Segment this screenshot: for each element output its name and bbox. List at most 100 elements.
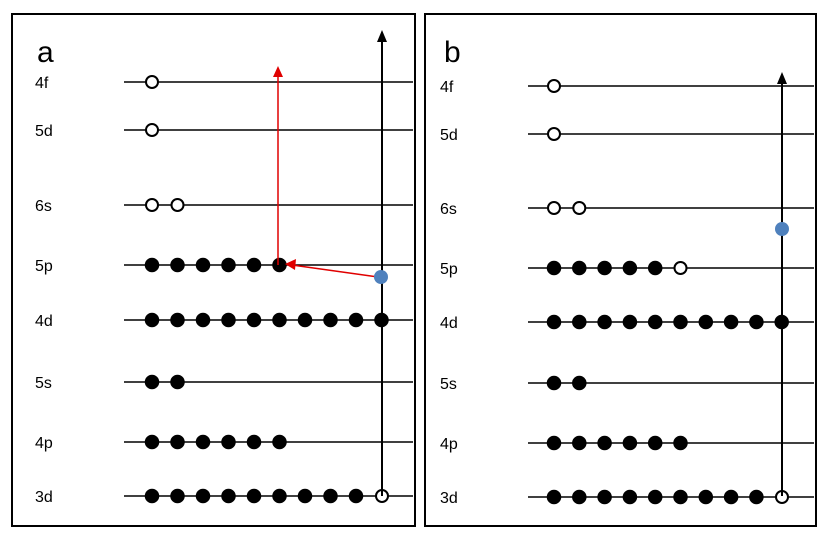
panel-a-level-5d: 5d	[35, 123, 413, 140]
panel-a-level-5p-label: 5p	[35, 258, 53, 275]
panel-b-level-6s-label: 6s	[440, 201, 457, 218]
panel-b-level-4d-electron	[546, 314, 562, 330]
panel-b-level-5p-electron	[572, 260, 587, 276]
panel-b-frame	[424, 13, 817, 527]
panel-b-level-4f-label: 4f	[440, 79, 454, 96]
panel-b: b 4f 5d 6s 5p 4d 5s 4p 3d	[424, 13, 817, 527]
panel-b-level-5s-electron	[572, 375, 587, 391]
panel-a-level-4d-label: 4d	[35, 313, 53, 330]
panel-b-level-3d-electron	[647, 489, 663, 505]
panel-b-level-4p-label: 4p	[440, 436, 458, 453]
panel-b-level-6s-hole	[547, 201, 561, 215]
panel-a-frame	[11, 13, 416, 527]
panel-b-axis-arrowhead	[777, 72, 787, 84]
panel-b-level-5d-hole	[547, 127, 561, 141]
panel-a-level-4p-electron	[144, 434, 160, 450]
panel-b-level-5p-label: 5p	[440, 261, 458, 278]
panel-a-level-4p-electron	[195, 434, 211, 450]
panel-b-level-6s-hole	[572, 201, 587, 215]
panel-b-level-6s: 6s	[440, 201, 814, 218]
panel-b-level-3d-electron	[546, 489, 562, 505]
panel-a-level-5p-electron	[195, 257, 211, 273]
panel-a-level-4f-label: 4f	[35, 75, 49, 92]
panel-b-level-4d-electron	[597, 314, 612, 330]
panel-b-level-4p-electron	[622, 435, 638, 451]
panel-b-level-4d-electron	[647, 314, 663, 330]
panel-b-level-3d-electron	[622, 489, 638, 505]
panel-a-level-5p: 5p	[35, 257, 413, 275]
panel-a-level-4d-electron	[170, 312, 185, 328]
panel-b-level-4d-electron	[698, 314, 714, 330]
panel-b-level-3d: 3d	[440, 489, 814, 507]
panel-a-level-3d-electron	[195, 488, 211, 504]
panel-b-level-4d-electron	[749, 314, 764, 330]
panel-b-level-3d-electron	[698, 489, 714, 505]
panel-a-level-5p-electron	[144, 257, 160, 273]
panel-b-level-4d-electron	[572, 314, 587, 330]
panel-b-level-3d-label: 3d	[440, 490, 458, 507]
panel-b-level-5p-hole	[673, 261, 688, 275]
panel-b-level-5p-electron	[597, 260, 612, 276]
panel-a-level-4p-electron	[246, 434, 262, 450]
panel-b-level-4p-electron	[572, 435, 587, 451]
panel-b-level-4d-electron	[723, 314, 739, 330]
panel-b-level-5s: 5s	[440, 375, 814, 393]
panel-b-level-5d: 5d	[440, 127, 814, 144]
panel-b-free-electron	[775, 222, 789, 236]
panel-a-level-5p-electron	[170, 257, 185, 273]
panel-b-level-4p: 4p	[440, 435, 814, 453]
panel-a-level-4p-electron	[170, 434, 185, 450]
panel-b-level-4p-electron	[647, 435, 663, 451]
panel-a-level-3d-electron	[246, 488, 262, 504]
panel-b-level-5p-electron	[622, 260, 638, 276]
panel-a-level-3d-electron	[323, 488, 338, 504]
panel-a-level-5d-label: 5d	[35, 123, 53, 140]
panel-a-level-4d: 4d	[35, 312, 413, 330]
panel-b-level-5s-electron	[546, 375, 562, 391]
panel-b-level-5p-electron	[546, 260, 562, 276]
panel-a-level-4d-electron	[221, 312, 236, 328]
panel-b-level-5d-label: 5d	[440, 127, 458, 144]
panel-b-level-3d-electron	[673, 489, 688, 505]
panel-a-level-4f-hole	[145, 75, 159, 89]
panel-a-level-5p-electron	[272, 257, 287, 273]
panel-a-level-6s-label: 6s	[35, 198, 52, 215]
panel-a-level-5s: 5s	[35, 374, 413, 392]
panel-a-level-5s-label: 5s	[35, 375, 52, 392]
panel-a-level-3d-electron	[348, 488, 364, 504]
panel-a-level-3d-electron	[144, 488, 160, 504]
panel-a-level-5s-electron	[144, 374, 160, 390]
panel-b-level-4d-electron	[673, 314, 688, 330]
panel-b-level-5p-electron	[647, 260, 663, 276]
panel-a-level-3d-label: 3d	[35, 489, 53, 506]
panel-a-transition-arrowhead-horizontal	[285, 259, 296, 270]
panel-a-level-4f: 4f	[35, 75, 413, 92]
panel-a-free-electron	[374, 270, 388, 284]
panel-a-level-3d-electron	[221, 488, 236, 504]
panel-a-axis-arrowhead	[377, 30, 387, 42]
panel-a-level-4d-electron	[144, 312, 160, 328]
panel-a-level-4d-electron	[348, 312, 364, 328]
panel-a-level-6s: 6s	[35, 198, 413, 215]
panel-a-level-5d-hole	[145, 123, 159, 137]
panel-a-level-6s-hole	[170, 198, 185, 212]
panel-a-level-6s-hole	[145, 198, 159, 212]
panel-b-level-4f: 4f	[440, 79, 814, 96]
panel-a-level-4d-electron	[297, 312, 313, 328]
panel-a-level-4d-electron	[323, 312, 338, 328]
panel-a-level-3d-electron	[297, 488, 313, 504]
panel-a-label: a	[37, 36, 54, 69]
panel-b-level-4p-electron	[546, 435, 562, 451]
panel-b-level-3d-electron	[749, 489, 764, 505]
panel-a-transition-arrowhead-vertical	[273, 66, 283, 77]
panel-b-label: b	[444, 36, 461, 69]
panel-a-transition-arrow-horizontal	[291, 264, 379, 278]
panel-a-level-3d-electron	[170, 488, 185, 504]
panel-a-level-3d-electron	[272, 488, 287, 504]
panel-b-level-4p-electron	[597, 435, 612, 451]
panel-b-level-4d-label: 4d	[440, 315, 458, 332]
panel-b-level-4d-electron	[622, 314, 638, 330]
panel-a-level-4p-electron	[221, 434, 236, 450]
panel-b-level-4d: 4d	[440, 314, 814, 332]
